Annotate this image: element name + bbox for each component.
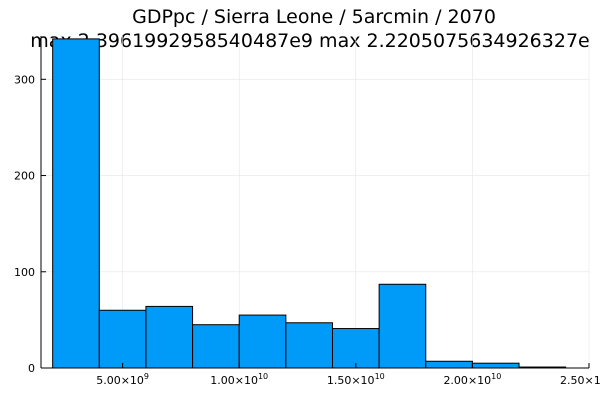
chart-subtitle: max 2.3961992958540487e9 max 2.220507563… [30, 30, 589, 52]
histogram-bar [145, 305, 194, 369]
x-tick-mantissa: 2.00 [443, 374, 468, 387]
x-tick-mantissa: 2.50 [560, 374, 585, 387]
axes-layer [40, 36, 589, 369]
histogram-bar [98, 309, 147, 369]
histogram-bar [238, 314, 287, 369]
x-tick-label: 1.50×1010 [327, 372, 385, 387]
histogram-bar [192, 324, 240, 369]
y-tick-label: 200 [14, 170, 35, 183]
y-tick-label: 100 [14, 266, 35, 279]
y-tick-label: 300 [14, 73, 35, 86]
histogram-bar [378, 283, 427, 369]
x-tick-mantissa: 1.00 [210, 374, 235, 387]
x-tick-times-ten: ×10 [121, 374, 144, 387]
x-tick-times-ten: ×10 [585, 374, 600, 387]
x-tick-times-ten: ×10 [468, 374, 491, 387]
bars-layer [52, 38, 567, 369]
y-tick-label: 0 [28, 362, 35, 375]
x-tick-times-ten: ×10 [235, 374, 258, 387]
x-tick-mantissa: 5.00 [96, 374, 121, 387]
histogram-bar [285, 322, 333, 369]
x-tick-exponent: 10 [258, 372, 268, 381]
x-tick-label: 2.50×1010 [560, 372, 600, 387]
x-tick-label: 2.00×1010 [443, 372, 501, 387]
x-tick-times-ten: ×10 [351, 374, 374, 387]
histogram-bar [52, 38, 100, 369]
x-tick-label: 5.00×109 [96, 372, 149, 387]
histogram-bar [331, 328, 380, 369]
x-tick-exponent: 10 [491, 372, 501, 381]
histogram-bar [425, 360, 473, 369]
x-tick-exponent: 10 [375, 372, 385, 381]
x-tick-label: 1.00×1010 [210, 372, 268, 387]
chart-title: GDPpc / Sierra Leone / 5arcmin / 2070 [132, 6, 496, 28]
x-tick-exponent: 9 [144, 372, 149, 381]
x-tick-mantissa: 1.50 [327, 374, 352, 387]
histogram-bar [471, 362, 520, 369]
